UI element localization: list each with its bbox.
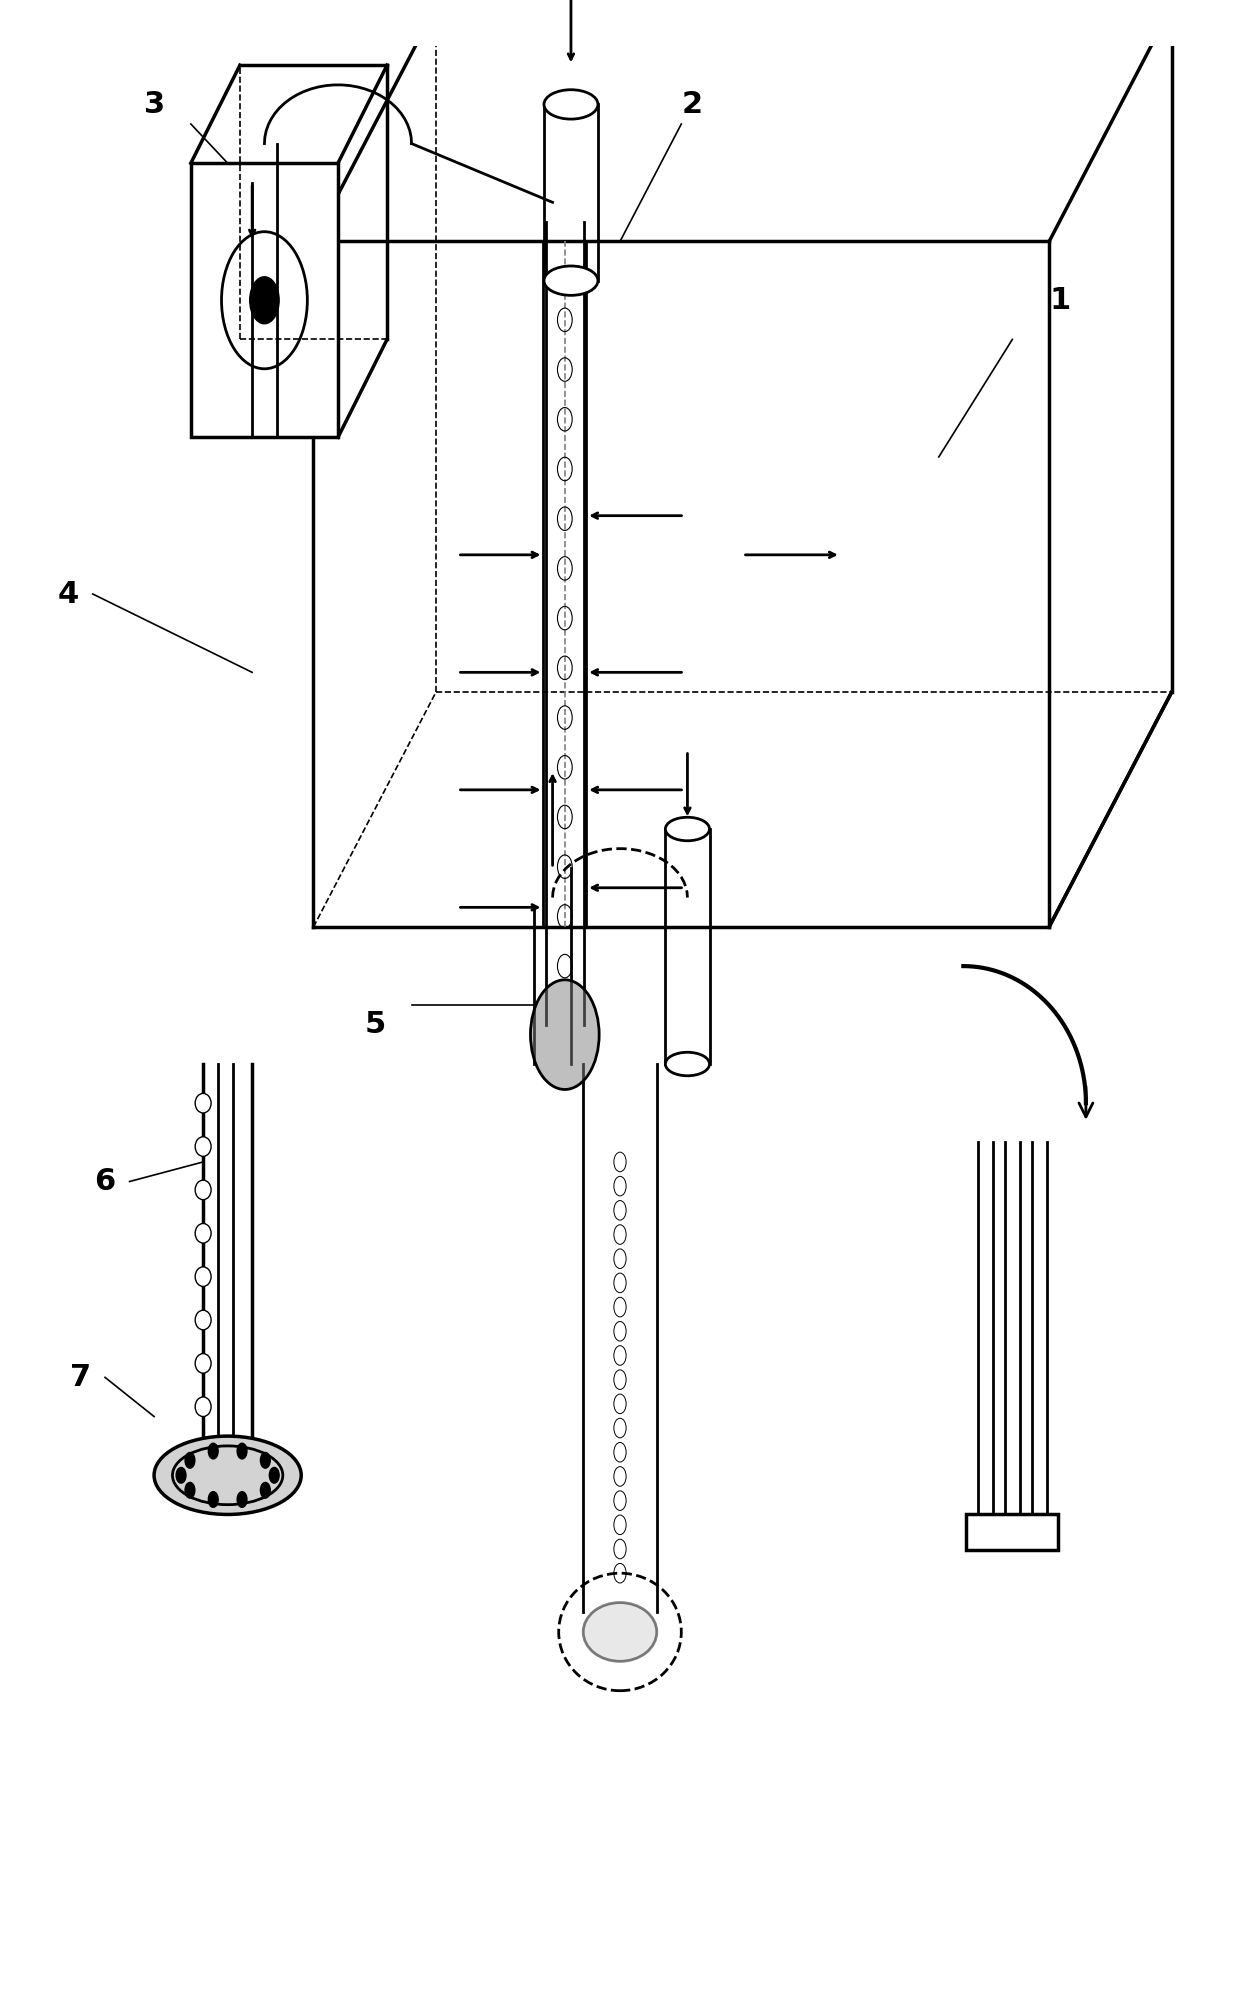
- Text: 3: 3: [144, 90, 165, 119]
- Circle shape: [531, 979, 599, 1090]
- Text: 2: 2: [681, 90, 702, 119]
- Ellipse shape: [583, 1603, 657, 1661]
- Text: 7: 7: [69, 1363, 91, 1392]
- Bar: [966, 1514, 1058, 1550]
- Ellipse shape: [195, 1311, 211, 1329]
- Circle shape: [176, 1468, 186, 1484]
- Ellipse shape: [666, 1052, 709, 1076]
- Circle shape: [185, 1452, 195, 1468]
- Ellipse shape: [195, 1267, 211, 1287]
- Circle shape: [260, 1452, 270, 1468]
- Ellipse shape: [195, 1136, 211, 1156]
- Text: 4: 4: [57, 579, 79, 609]
- Ellipse shape: [195, 1353, 211, 1374]
- Ellipse shape: [195, 1223, 211, 1243]
- Circle shape: [237, 1444, 247, 1458]
- Bar: [191, 163, 339, 436]
- Text: 1: 1: [1049, 286, 1070, 316]
- Circle shape: [185, 1482, 195, 1498]
- Text: 6: 6: [94, 1166, 115, 1197]
- Circle shape: [260, 1482, 270, 1498]
- Ellipse shape: [544, 90, 598, 119]
- Ellipse shape: [195, 1398, 211, 1416]
- Ellipse shape: [666, 816, 709, 841]
- Text: 5: 5: [365, 1010, 386, 1040]
- Circle shape: [208, 1444, 218, 1458]
- Circle shape: [249, 278, 279, 324]
- Ellipse shape: [195, 1094, 211, 1112]
- Ellipse shape: [544, 265, 598, 296]
- Ellipse shape: [154, 1436, 301, 1514]
- Ellipse shape: [195, 1180, 211, 1201]
- Circle shape: [237, 1492, 247, 1508]
- Circle shape: [208, 1492, 218, 1508]
- Circle shape: [269, 1468, 279, 1484]
